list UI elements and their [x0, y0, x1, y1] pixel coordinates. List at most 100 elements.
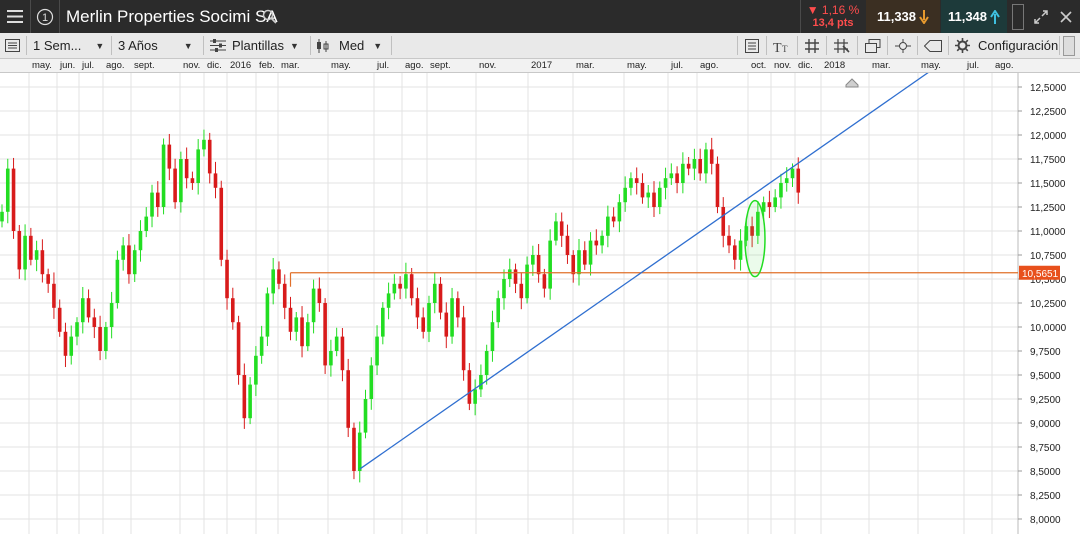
range-dropdown[interactable]: 3 Años ▼ [118, 38, 193, 53]
toolbar-more-button[interactable] [1063, 33, 1075, 58]
candle-body [127, 245, 131, 275]
candle [657, 181, 662, 215]
candle-body [121, 245, 125, 260]
y-tick-label: 11,2500 [1030, 203, 1066, 214]
candle-body [386, 293, 391, 308]
list-icon[interactable] [5, 33, 20, 58]
info-icon[interactable]: 1 [31, 0, 59, 33]
interval-dropdown[interactable]: 1 Sem... ▼ [33, 38, 105, 53]
candle [715, 156, 720, 214]
buy-price-box[interactable]: 11,348 [941, 0, 1007, 33]
candle [259, 325, 264, 364]
present-marker-icon[interactable] [845, 78, 859, 88]
candle [559, 212, 564, 247]
crosshair-icon[interactable] [895, 33, 911, 58]
candle-body [282, 283, 287, 308]
indicators-icon[interactable] [745, 33, 759, 58]
candle-body [369, 365, 374, 399]
menu-icon[interactable] [0, 0, 30, 33]
price-tag-box [1019, 265, 1060, 280]
chart-style-dropdown[interactable]: Med ▼ [316, 33, 382, 58]
candle [306, 313, 310, 352]
templates-dropdown[interactable]: Plantillas ▼ [210, 33, 299, 58]
candle [132, 244, 137, 283]
candle-body [461, 317, 466, 371]
grid-icon[interactable] [805, 33, 819, 58]
search-icon[interactable] [259, 0, 279, 33]
month-label: may. [921, 60, 941, 71]
candle-body [669, 173, 674, 179]
crosshair-grid-icon[interactable] [834, 33, 850, 58]
y-tick-label: 11,0000 [1030, 227, 1066, 238]
candle [271, 257, 275, 305]
candle-body [86, 298, 91, 318]
candle [750, 216, 754, 248]
eraser-icon[interactable] [924, 33, 942, 58]
candle-body [23, 235, 27, 270]
price-chart[interactable]: 12,5000 12,2500 12,0000 11,7500 11,5000 11,25… [0, 73, 1080, 534]
candle-body [606, 216, 610, 236]
scroll-widget[interactable] [1008, 0, 1028, 33]
candle [444, 302, 449, 349]
candle [681, 152, 685, 194]
sell-price-box[interactable]: 11,338 [866, 0, 940, 33]
candle-body [594, 240, 599, 246]
change-points: 13,4 pts [812, 16, 854, 29]
candle [11, 157, 16, 239]
svg-text:1: 1 [42, 12, 48, 24]
templates-label: Plantillas [232, 38, 285, 53]
candle [144, 207, 149, 238]
configuration-button[interactable]: Configuración [955, 33, 1058, 58]
candle [231, 287, 235, 330]
candle [115, 250, 120, 309]
candle [334, 327, 339, 357]
current-price-tag: 10,5651 [1019, 265, 1060, 280]
configuration-label: Configuración [978, 38, 1059, 53]
candle [17, 224, 22, 279]
candle-body [738, 240, 743, 260]
month-label: mar. [872, 60, 891, 71]
candle-body [132, 250, 137, 275]
month-label: jul. [671, 60, 684, 71]
candle [46, 268, 50, 293]
candle-body [334, 336, 339, 351]
expand-icon[interactable] [1030, 0, 1052, 33]
candle [202, 129, 206, 157]
candle [709, 137, 714, 175]
candle [69, 325, 74, 365]
candle-body [634, 178, 639, 183]
time-axis: may. jun. jul. ago. sept. nov. dic. 2016 feb. mar… [0, 59, 1080, 73]
candle-body [456, 298, 460, 318]
candle [184, 147, 189, 189]
gear-icon [955, 38, 970, 53]
candle [438, 277, 443, 320]
layers-icon[interactable] [865, 33, 881, 58]
y-tick-label: 9,0000 [1030, 419, 1061, 430]
close-icon[interactable] [1054, 0, 1078, 33]
month-label: oct. [751, 60, 767, 71]
candle-body [559, 221, 564, 236]
candle-body [300, 317, 304, 347]
candle-body [404, 274, 408, 289]
candle-body [161, 144, 166, 207]
candle-body [640, 183, 645, 198]
candle [104, 321, 108, 360]
candle [686, 156, 691, 176]
candle [611, 207, 616, 228]
candle-body [507, 269, 512, 279]
candle [565, 224, 570, 264]
candle-body [207, 139, 212, 174]
candle-body [294, 317, 299, 332]
candle [421, 307, 426, 339]
candle-body [415, 298, 420, 318]
candle [98, 315, 102, 361]
candle [161, 138, 166, 215]
candle [484, 344, 489, 385]
candle-body [5, 168, 10, 212]
candle [548, 229, 552, 300]
candle-body [490, 322, 495, 351]
candle-body [213, 173, 218, 188]
interval-label: 1 Sem... [33, 38, 82, 53]
candle [640, 173, 645, 204]
